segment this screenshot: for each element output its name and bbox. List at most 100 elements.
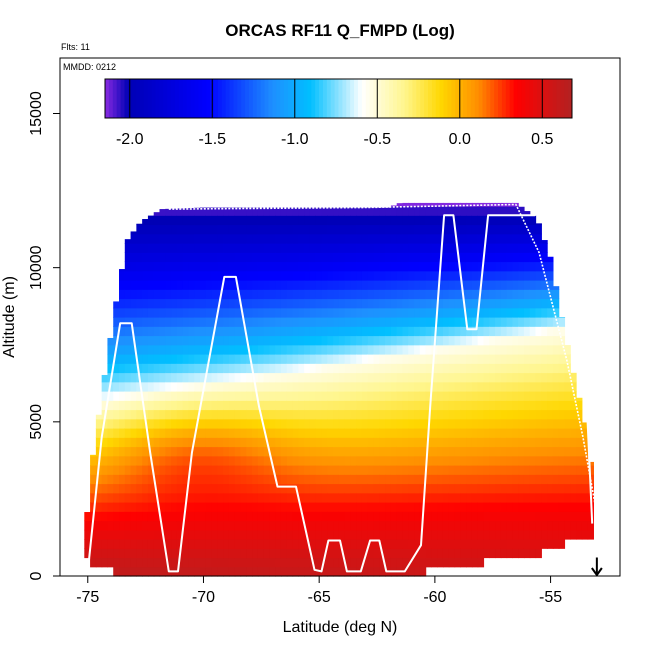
heatmap-cell	[257, 455, 265, 466]
heatmap-cell	[217, 446, 224, 457]
heatmap-cell	[240, 548, 247, 559]
heatmap-cell	[188, 335, 195, 346]
heatmap-cell	[142, 317, 149, 327]
colorbar-segment	[167, 79, 172, 118]
heatmap-cell	[298, 354, 305, 364]
heatmap-cell	[309, 317, 317, 327]
heatmap-cell	[159, 317, 166, 327]
heatmap-cell	[136, 280, 143, 290]
heatmap-cell	[460, 511, 467, 522]
heatmap-cell	[431, 400, 438, 411]
heatmap-cell	[315, 326, 323, 337]
heatmap-cell	[142, 502, 149, 512]
heatmap-cell	[130, 455, 137, 466]
heatmap-cell	[379, 455, 386, 466]
heatmap-cell	[124, 428, 132, 438]
heatmap-cell	[309, 224, 317, 235]
heatmap-cell	[338, 418, 346, 429]
heatmap-cell	[518, 418, 525, 429]
heatmap-cell	[252, 391, 259, 401]
heatmap-cell	[547, 409, 554, 420]
heatmap-cell	[495, 215, 502, 226]
heatmap-cell	[246, 298, 253, 309]
heatmap-cell	[361, 455, 369, 466]
heatmap-cell	[228, 437, 236, 448]
heatmap-cell	[471, 465, 479, 475]
heatmap-cell	[298, 307, 305, 318]
heatmap-cell	[292, 474, 299, 485]
heatmap-cell	[246, 566, 253, 577]
heatmap-cell	[338, 307, 346, 318]
heatmap-cell	[188, 492, 195, 503]
heatmap-cell	[321, 215, 328, 226]
colorbar-segment	[182, 79, 188, 118]
heatmap-cell	[124, 363, 132, 374]
heatmap-cell	[263, 483, 271, 494]
heatmap-cell	[471, 372, 479, 383]
heatmap-cell	[176, 270, 184, 281]
heatmap-cell	[194, 437, 201, 448]
heatmap-cell	[419, 280, 427, 290]
heatmap-cell	[547, 400, 554, 411]
heatmap-cell	[286, 400, 294, 411]
heatmap-cell	[263, 280, 271, 290]
heatmap-cell	[240, 326, 247, 337]
heatmap-cell	[385, 224, 392, 235]
heatmap-cell	[153, 400, 161, 411]
heatmap-cell	[390, 224, 398, 235]
heatmap-cell	[327, 391, 334, 401]
heatmap-cell	[321, 280, 328, 290]
heatmap-cell	[541, 289, 548, 300]
heatmap-cell	[367, 215, 375, 226]
heatmap-cell	[373, 428, 380, 438]
heatmap-cell	[396, 391, 404, 401]
heatmap-cell	[130, 243, 137, 253]
heatmap-cell	[373, 529, 380, 540]
heatmap-cell	[356, 243, 363, 253]
heatmap-cell	[228, 465, 236, 475]
heatmap-cell	[153, 455, 161, 466]
heatmap-cell	[558, 317, 566, 318]
heatmap-cell	[234, 539, 242, 549]
heatmap-cell	[101, 557, 109, 568]
heatmap-cell	[338, 372, 346, 383]
heatmap-cell	[147, 492, 155, 503]
heatmap-cell	[217, 520, 224, 531]
heatmap-cell	[159, 474, 166, 485]
heatmap-cell	[200, 261, 207, 272]
heatmap-cell	[257, 261, 265, 272]
heatmap-cell	[552, 335, 560, 346]
heatmap-cell	[142, 539, 149, 549]
heatmap-cell	[280, 548, 288, 559]
heatmap-cell	[333, 326, 340, 337]
heatmap-cell	[304, 437, 311, 448]
heatmap-cell	[367, 437, 375, 448]
heatmap-cell	[344, 243, 352, 253]
heatmap-cell	[321, 261, 328, 272]
colorbar-segment	[443, 79, 448, 118]
heatmap-cell	[558, 520, 566, 531]
heatmap-cell	[171, 437, 178, 448]
heatmap-cell	[211, 557, 218, 568]
heatmap-cell	[147, 418, 155, 429]
heatmap-cell	[333, 511, 340, 522]
heatmap-cell	[234, 483, 242, 494]
heatmap-cell	[477, 372, 485, 383]
heatmap-cell	[338, 270, 346, 281]
heatmap-cell	[147, 511, 155, 522]
heatmap-cell	[327, 372, 334, 383]
heatmap-cell	[518, 548, 525, 559]
heatmap-cell	[523, 465, 531, 475]
heatmap-cell	[379, 243, 386, 253]
heatmap-cell	[512, 372, 519, 383]
heatmap-cell	[448, 335, 456, 346]
heatmap-cell	[292, 207, 299, 216]
heatmap-cell	[280, 391, 288, 401]
heatmap-cell	[286, 289, 294, 300]
heatmap-cell	[147, 381, 155, 392]
heatmap-cell	[558, 354, 566, 364]
heatmap-cell	[442, 317, 450, 327]
colorbar-segment	[143, 79, 149, 118]
heatmap-cell	[385, 207, 392, 216]
heatmap-cell	[373, 354, 380, 364]
